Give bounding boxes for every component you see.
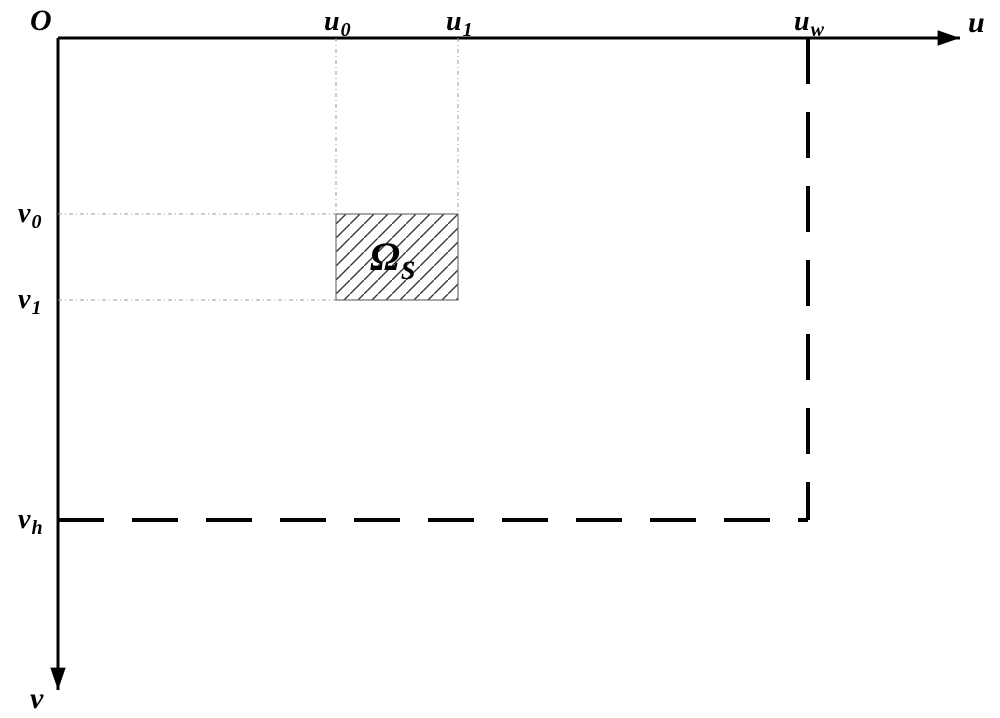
u-axis-arrow — [938, 30, 960, 45]
label-v: v — [30, 682, 44, 715]
label-u0: u0 — [324, 6, 351, 41]
label-uw: uw — [794, 6, 825, 41]
label-v1: v1 — [18, 284, 41, 319]
label-v0: v0 — [18, 198, 41, 233]
v-axis-arrow — [50, 668, 65, 690]
label-vh: vh — [18, 504, 43, 539]
label-O: O — [30, 4, 52, 37]
label-u1: u1 — [446, 6, 473, 41]
label-u: u — [968, 6, 985, 39]
